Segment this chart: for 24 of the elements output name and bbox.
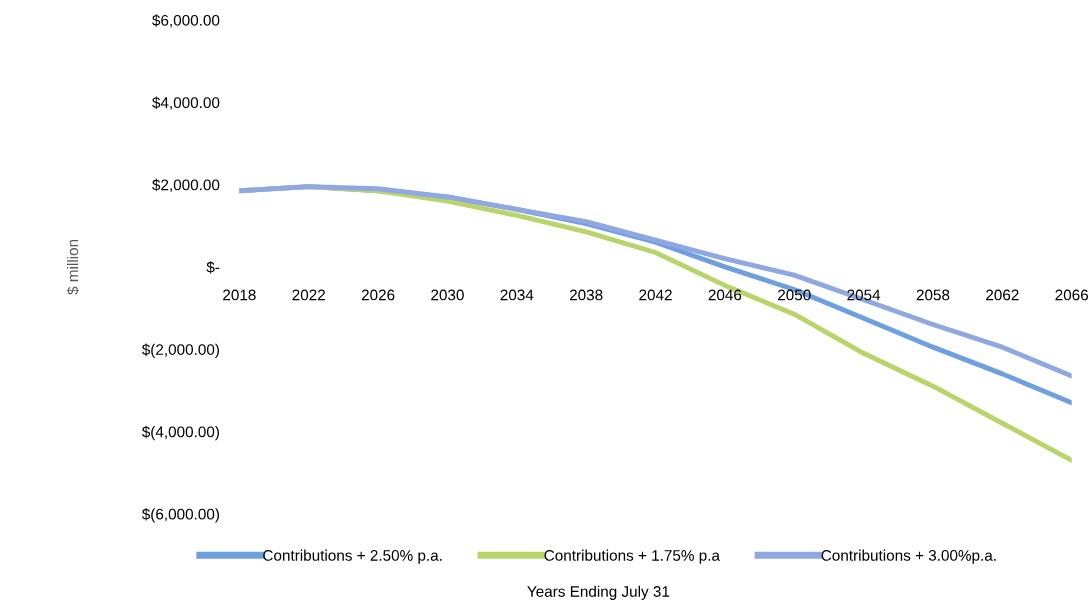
- x-tick-label: 2046: [708, 289, 742, 301]
- y-tick-label: $-: [206, 261, 220, 274]
- x-tick-label: 2054: [847, 289, 881, 301]
- y-tick-label: $4,000.00: [152, 96, 220, 110]
- legend-label: Contributions + 2.50% p.a.: [263, 549, 442, 564]
- y-tick-label: $(6,000.00): [141, 508, 219, 523]
- x-tick-label: 2022: [292, 289, 325, 301]
- x-tick-label: 2058: [916, 289, 950, 301]
- y-axis-title: $ million: [66, 239, 80, 295]
- y-tick-label: $(4,000.00): [141, 425, 219, 441]
- y-tick-label: $6,000.00: [152, 14, 220, 28]
- x-tick-label: 2018: [223, 289, 256, 301]
- x-tick-label: 2042: [639, 289, 672, 301]
- legend-label: Contributions + 1.75% p.a: [544, 549, 720, 564]
- legend-label: Contributions + 3.00%p.a.: [821, 549, 996, 564]
- y-tick-label: $2,000.00: [152, 178, 220, 193]
- x-tick-label: 2062: [986, 289, 1019, 301]
- x-axis-title: Years Ending July 31: [527, 585, 670, 600]
- x-tick-label: 2034: [500, 289, 534, 301]
- y-tick-label: $(2,000.00): [141, 343, 219, 359]
- x-tick-label: 2030: [431, 289, 464, 301]
- x-tick-label: 2026: [361, 289, 395, 301]
- x-tick-label: 2038: [569, 289, 603, 301]
- x-tick-label: 2066: [1055, 289, 1088, 301]
